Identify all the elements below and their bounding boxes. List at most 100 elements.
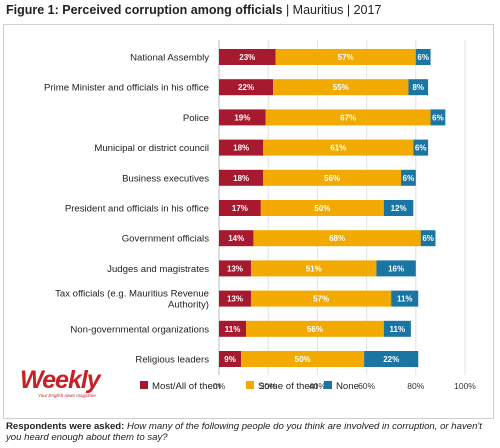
bar-value-label: 6% (403, 174, 415, 183)
bar-value-label: 12% (391, 204, 407, 213)
bar-segment (263, 169, 402, 186)
bar-segment (219, 351, 242, 367)
bar-value-label: 23% (239, 53, 255, 62)
bar-value-label: 56% (307, 325, 323, 334)
weekly-logo-tagline: Your English news magazine (38, 393, 96, 398)
bar-segment (246, 320, 384, 337)
bar-value-label: 56% (324, 174, 340, 183)
weekly-logo: Weekly (20, 366, 101, 394)
bar-value-label: 8% (412, 83, 424, 92)
bar-value-label: 11% (397, 295, 413, 304)
title-text: Figure 1: Perceived corruption among off… (6, 3, 283, 17)
bar-segment (275, 49, 416, 65)
bar-segment (219, 169, 264, 186)
bar-value-label: 68% (329, 234, 345, 243)
bar-value-label: 14% (228, 234, 244, 243)
bar-segment (219, 230, 254, 247)
x-tick-label: 40% (309, 381, 326, 391)
bar-segment (219, 139, 264, 156)
bar-segment (219, 260, 251, 277)
chart-title: Figure 1: Perceived corruption among off… (6, 3, 381, 17)
bar-segment (219, 320, 247, 337)
bar-value-label: 19% (234, 113, 250, 122)
bar-value-label: 6% (422, 234, 434, 243)
category-label: National Assembly (130, 53, 209, 64)
legend-swatch (140, 381, 148, 389)
bar-segment (250, 260, 377, 277)
bar-segment (413, 139, 429, 156)
footnote: Respondents were asked: How many of the … (6, 421, 494, 443)
legend-label: Some of them (258, 381, 318, 392)
category-label: Tax officials (e.g. Mauritius Revenue (55, 289, 209, 300)
category-label: President and officials in his office (65, 204, 209, 215)
footnote-question: How many of the following people do you … (6, 421, 482, 443)
bar-segment (401, 169, 416, 186)
category-label: Religious leaders (135, 355, 209, 366)
x-tick-label: 0% (213, 381, 226, 391)
bar-value-label: 6% (415, 144, 427, 153)
category-label: Police (183, 113, 209, 124)
bar-value-label: 16% (388, 264, 404, 273)
bar-segment (263, 139, 414, 156)
x-tick-label: 80% (407, 381, 424, 391)
bar-value-label: 22% (238, 83, 254, 92)
bar-segment (376, 260, 416, 277)
bar-value-label: 55% (333, 83, 349, 92)
bar-segment (383, 200, 414, 216)
bar-segment (364, 351, 419, 367)
category-label: Municipal or district council (94, 143, 209, 154)
bar-segment (260, 200, 384, 216)
bar-segment (408, 79, 429, 96)
legend-swatch (324, 381, 332, 389)
bar-value-label: 50% (314, 204, 330, 213)
bar-segment (265, 109, 431, 126)
bar-value-label: 6% (432, 113, 444, 122)
bar-value-label: 61% (330, 144, 346, 153)
title-country: Mauritius (292, 3, 344, 17)
bar-value-label: 51% (306, 264, 322, 273)
x-tick-label: 20% (260, 381, 277, 391)
bar-value-label: 22% (383, 355, 399, 364)
bar-value-label: 18% (233, 174, 249, 183)
bar-value-label: 57% (338, 53, 354, 62)
bar-segment (430, 109, 446, 126)
legend-label: Most/All of them (152, 381, 221, 392)
bar-value-label: 50% (295, 355, 311, 364)
bar-segment (250, 290, 392, 307)
x-tick-label: 60% (358, 381, 375, 391)
bar-value-label: 18% (233, 144, 249, 153)
bar-value-label: 13% (227, 295, 243, 304)
category-label: Authority) (168, 300, 209, 311)
category-label: Government officials (122, 234, 209, 245)
bar-segment (219, 200, 261, 216)
category-label: Business executives (122, 173, 209, 184)
chart-frame (3, 24, 494, 419)
bar-segment (219, 49, 276, 65)
bar-segment (241, 351, 365, 367)
x-tick-label: 100% (454, 381, 476, 391)
bar-value-label: 11% (225, 325, 241, 334)
bar-segment (219, 109, 266, 126)
title-separator: | (285, 3, 290, 17)
bar-value-label: 17% (232, 204, 248, 213)
bar-value-label: 57% (313, 295, 329, 304)
bar-segment (383, 320, 411, 337)
bar-value-label: 67% (340, 113, 356, 122)
legend-swatch (246, 381, 254, 389)
bar-segment (219, 290, 251, 307)
category-label: Judges and magistrates (107, 264, 209, 275)
bar-value-label: 6% (417, 53, 429, 62)
category-label: Prime Minister and officials in his offi… (44, 83, 209, 94)
bar-segment (273, 79, 409, 96)
legend-label: None (336, 381, 359, 392)
bar-segment (415, 49, 431, 65)
bar-value-label: 9% (224, 355, 236, 364)
bar-segment (420, 230, 436, 247)
bar-segment (219, 79, 274, 96)
footnote-lead: Respondents were asked: (6, 421, 125, 432)
bar-segment (391, 290, 419, 307)
bar-value-label: 13% (227, 264, 243, 273)
category-label: Non-governmental organizations (70, 324, 209, 335)
bar-value-label: 11% (390, 325, 406, 334)
